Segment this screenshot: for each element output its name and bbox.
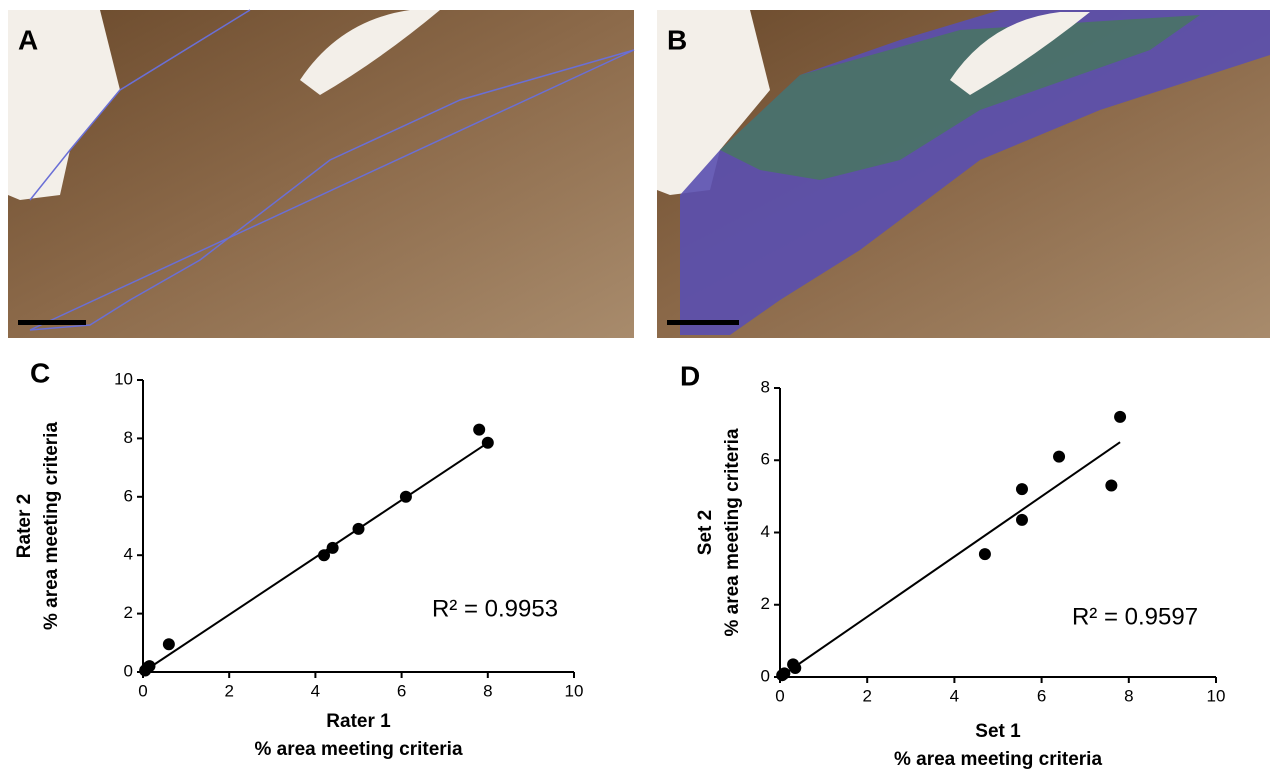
y-tick-label: 4 xyxy=(761,522,770,541)
fit-line xyxy=(142,441,489,673)
annotation: R² = 0.9953 xyxy=(432,595,558,622)
y-tick-label: 2 xyxy=(124,603,133,622)
roi-outline xyxy=(29,9,635,331)
y-tick-label: 10 xyxy=(114,369,133,388)
point xyxy=(789,661,802,674)
y-tick-label: 4 xyxy=(124,545,133,564)
y-tick-label: 6 xyxy=(761,450,770,469)
x-axis-label: % area meeting criteria xyxy=(254,739,462,760)
y-tick-label: 0 xyxy=(124,661,133,680)
x-tick-label: 6 xyxy=(397,681,406,700)
point xyxy=(1105,479,1118,492)
y-axis-label: Rater 2 xyxy=(14,494,35,558)
x-tick-label: 10 xyxy=(1207,686,1226,705)
point xyxy=(1114,410,1127,423)
x-axis-label: Rater 1 xyxy=(326,711,391,732)
point xyxy=(1053,450,1066,463)
point xyxy=(481,436,494,449)
y-axis-label: % area meeting criteria xyxy=(722,428,743,636)
x-tick-label: 6 xyxy=(1037,686,1046,705)
x-tick-label: 0 xyxy=(775,686,784,705)
lumen xyxy=(300,10,440,95)
point xyxy=(1015,483,1028,496)
y-tick-label: 6 xyxy=(124,486,133,505)
x-tick-label: 8 xyxy=(483,681,492,700)
point xyxy=(778,667,791,680)
scale-bar xyxy=(18,320,86,325)
annotation: R² = 0.9597 xyxy=(1072,603,1198,630)
x-tick-label: 10 xyxy=(565,681,584,700)
y-tick-label: 8 xyxy=(761,377,770,396)
point xyxy=(978,548,991,561)
point xyxy=(143,660,156,673)
lumen xyxy=(8,10,120,200)
image-b: B xyxy=(657,10,1270,338)
y-tick-label: 8 xyxy=(124,428,133,447)
scatter-chart: 0 2 4 6 8 10 0 2 4 6 8 10 Rater 1 % area meeting crit… xyxy=(14,357,583,760)
y-tick-label: 2 xyxy=(761,594,770,613)
point xyxy=(1015,513,1028,526)
scale-bar xyxy=(667,320,739,325)
point xyxy=(326,541,339,554)
x-tick-label: 4 xyxy=(311,681,320,700)
y-axis-label: Set 2 xyxy=(695,510,716,555)
point xyxy=(352,522,365,535)
point xyxy=(162,638,175,651)
x-tick-label: 8 xyxy=(1124,686,1133,705)
panel-label: B xyxy=(667,24,687,55)
panel-label: D xyxy=(680,360,700,391)
x-axis-label: % area meeting criteria xyxy=(894,749,1102,770)
lumen xyxy=(950,12,1090,95)
x-tick-label: 2 xyxy=(862,686,871,705)
y-axis-label: % area meeting criteria xyxy=(41,422,62,630)
x-tick-label: 4 xyxy=(950,686,959,705)
point xyxy=(318,549,331,562)
panel-label: C xyxy=(30,357,50,388)
x-tick-label: 0 xyxy=(138,681,147,700)
x-tick-label: 2 xyxy=(224,681,233,700)
panel-label: A xyxy=(18,24,38,55)
positive-overlay xyxy=(720,15,1200,180)
point xyxy=(473,423,486,436)
scatter-chart: 0 2 4 6 8 10 0 2 4 6 8 Set 1 % area meeting criteria… xyxy=(680,360,1225,770)
y-tick-label: 0 xyxy=(761,666,770,685)
lumen xyxy=(657,10,770,195)
image-a: A xyxy=(8,9,635,338)
point xyxy=(399,490,412,503)
fit-line xyxy=(779,441,1121,678)
x-axis-label: Set 1 xyxy=(975,721,1021,742)
